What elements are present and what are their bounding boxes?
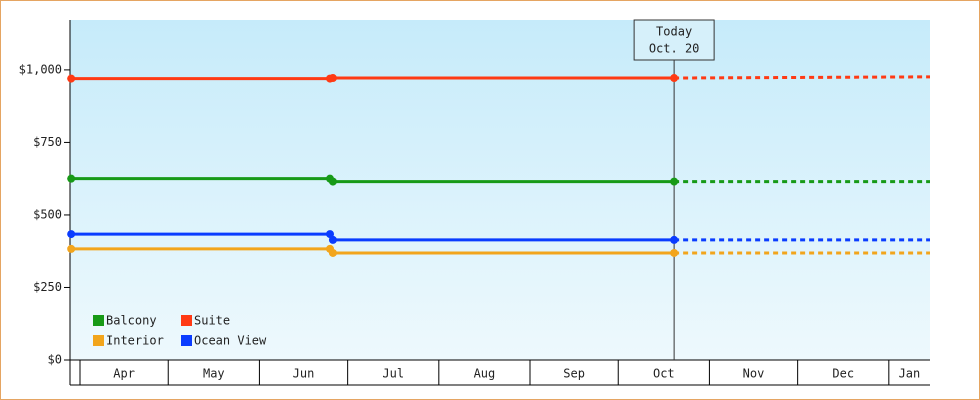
price-point <box>670 248 679 257</box>
legend-swatch <box>93 335 104 346</box>
y-tick-label: $1,000 <box>19 62 62 76</box>
x-tick-label: Aug <box>474 367 496 381</box>
price-point <box>670 74 679 83</box>
price-point <box>670 235 679 244</box>
x-tick-label: Nov <box>743 367 765 381</box>
legend-label: Balcony <box>106 314 157 328</box>
x-tick-label: Apr <box>113 367 135 381</box>
today-label: Oct. 20 <box>649 42 700 56</box>
legend-label: Suite <box>194 314 230 328</box>
y-tick-label: $0 <box>48 353 62 367</box>
legend-label: Interior <box>106 334 164 348</box>
today-label: Today <box>656 25 692 39</box>
x-tick-label: May <box>203 367 225 381</box>
price-point <box>67 74 76 83</box>
x-tick-label: Dec <box>832 367 854 381</box>
legend-swatch <box>93 315 104 326</box>
x-tick-label: Jul <box>382 367 404 381</box>
plot-area <box>70 20 930 360</box>
x-tick-label: Sep <box>563 367 585 381</box>
legend-swatch <box>181 335 192 346</box>
price-point <box>67 244 76 253</box>
price-point <box>67 230 76 239</box>
price-point <box>67 174 76 183</box>
legend-swatch <box>181 315 192 326</box>
price-point <box>670 177 679 186</box>
y-tick-label: $750 <box>33 135 62 149</box>
forecast-line <box>674 75 931 80</box>
price-point <box>328 177 337 186</box>
price-point <box>328 74 337 83</box>
x-tick-label: Oct <box>653 367 675 381</box>
x-tick-label: Jan <box>899 367 921 381</box>
price-point <box>328 235 337 244</box>
legend-label: Ocean View <box>194 334 267 348</box>
x-tick-label: Jun <box>293 367 315 381</box>
price-line <box>71 76 675 81</box>
y-tick-label: $250 <box>33 280 62 294</box>
y-tick-label: $500 <box>33 207 62 221</box>
today-box <box>633 19 715 61</box>
price-point <box>328 248 337 257</box>
